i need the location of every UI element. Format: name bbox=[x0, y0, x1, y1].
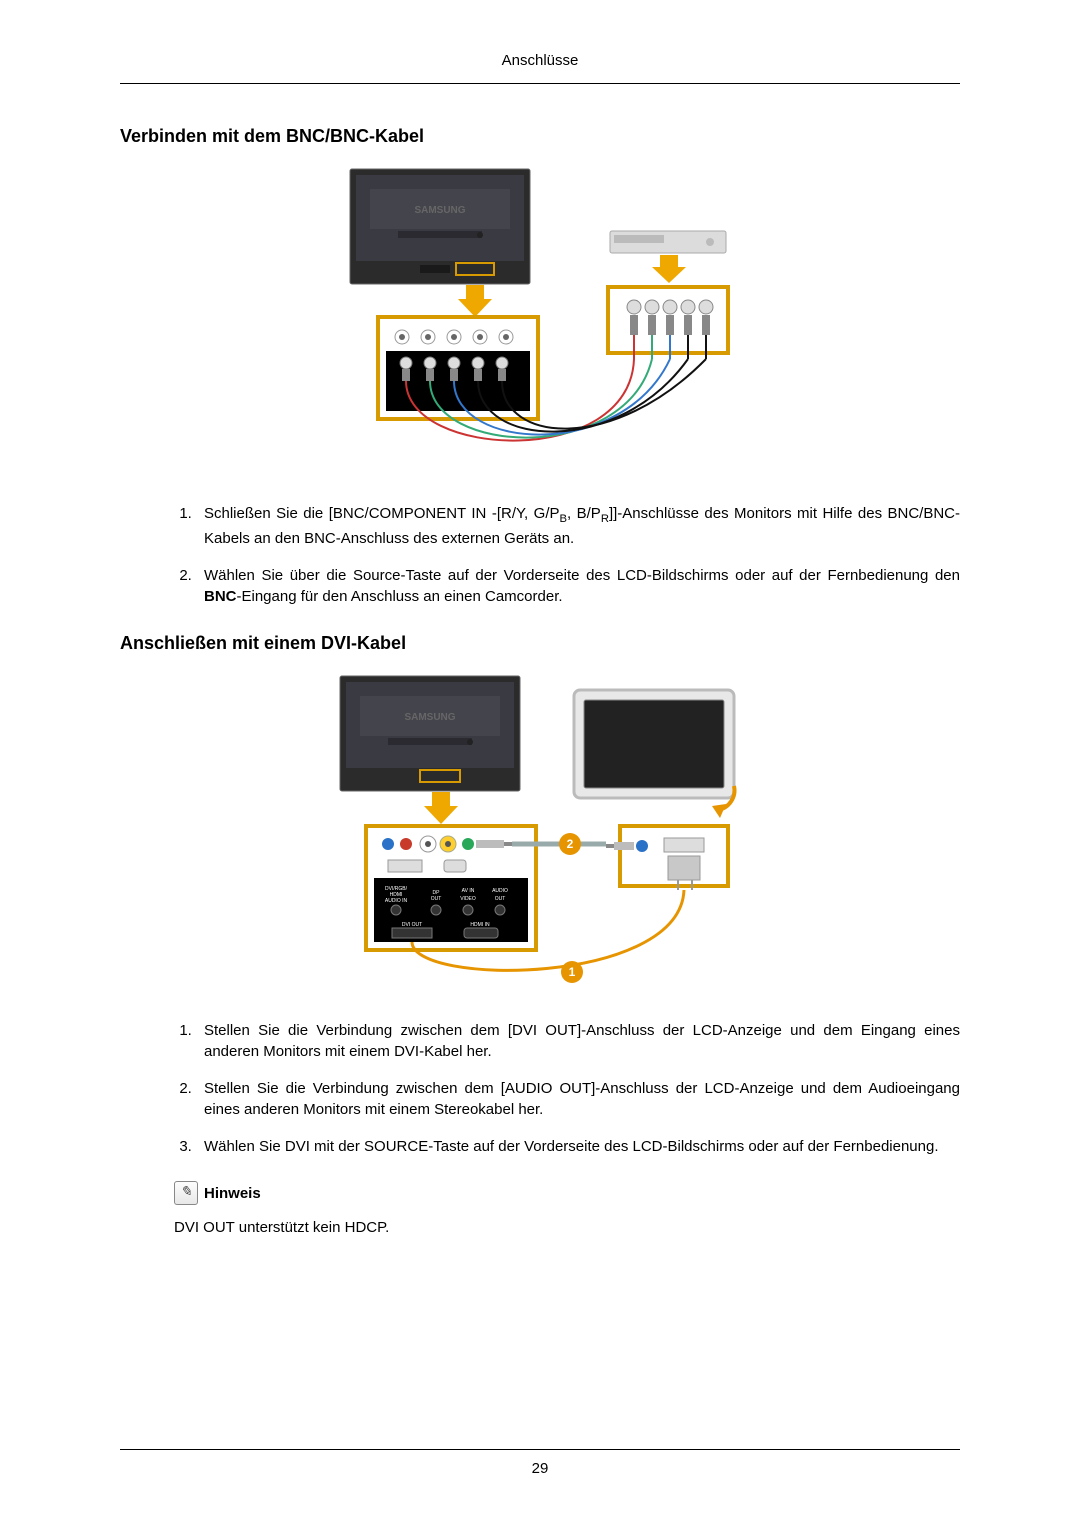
svg-text:OUT: OUT bbox=[431, 896, 442, 902]
svg-text:H: H bbox=[686, 293, 690, 299]
section1-title: Verbinden mit dem BNC/BNC-Kabel bbox=[120, 124, 960, 149]
section2-steps: Stellen Sie die Verbindung zwischen dem … bbox=[120, 1020, 960, 1157]
svg-text:SAMSUNG: SAMSUNG bbox=[414, 205, 465, 216]
note-icon: ✎ bbox=[174, 1181, 198, 1205]
svg-text:OUT: OUT bbox=[495, 896, 506, 902]
note-text: DVI OUT unterstützt kein HDCP. bbox=[174, 1217, 960, 1238]
bnc-diagram: SAMSUNG bbox=[330, 159, 750, 479]
svg-text:SAMSUNG: SAMSUNG bbox=[404, 712, 455, 723]
svg-text:AUDIO IN: AUDIO IN bbox=[385, 898, 408, 904]
section2-step-3: Wählen Sie DVI mit der SOURCE-Taste auf … bbox=[196, 1136, 960, 1157]
dvi-diagram: SAMSUNG DVI/RGB/ HDMI AUDIO IN DP OUT A bbox=[320, 666, 760, 996]
svg-text:HDMI IN: HDMI IN bbox=[470, 922, 490, 928]
svg-text:AUDIO: AUDIO bbox=[492, 888, 508, 894]
svg-text:VIDEO: VIDEO bbox=[460, 896, 476, 902]
svg-text:G: G bbox=[650, 293, 654, 299]
section2-title: Anschließen mit einem DVI-Kabel bbox=[120, 631, 960, 656]
svg-text:AV IN: AV IN bbox=[462, 888, 475, 894]
section2-step-2: Stellen Sie die Verbindung zwischen dem … bbox=[196, 1078, 960, 1120]
section2-step-1: Stellen Sie die Verbindung zwischen dem … bbox=[196, 1020, 960, 1062]
section1-steps: Schließen Sie die [BNC/COMPONENT IN -[R/… bbox=[120, 503, 960, 607]
section1-step-2: Wählen Sie über die Source-Taste auf der… bbox=[196, 565, 960, 607]
section1-step-1: Schließen Sie die [BNC/COMPONENT IN -[R/… bbox=[196, 503, 960, 549]
svg-text:1: 1 bbox=[569, 965, 576, 979]
svg-text:DVI OUT: DVI OUT bbox=[402, 922, 422, 928]
svg-text:R: R bbox=[632, 293, 636, 299]
svg-text:2: 2 bbox=[567, 837, 574, 851]
page-header: Anschlüsse bbox=[120, 50, 960, 84]
page-footer: 29 bbox=[120, 1449, 960, 1479]
note-label: Hinweis bbox=[204, 1183, 261, 1204]
page-number: 29 bbox=[532, 1460, 549, 1477]
